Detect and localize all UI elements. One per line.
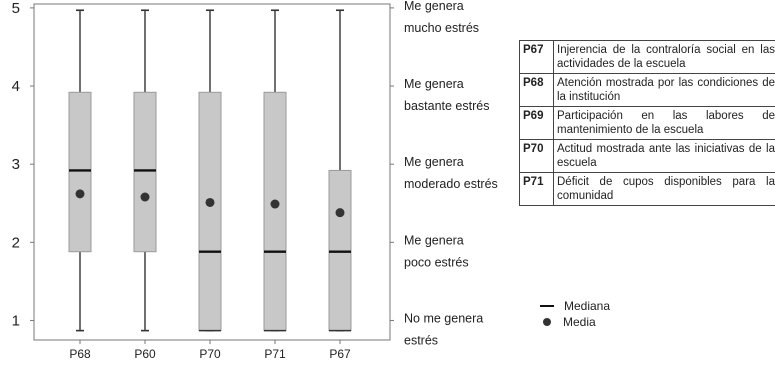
question-legend-table: P67 Injerencia de la contraloría social e… (519, 40, 775, 206)
box-P60 (133, 91, 157, 253)
scale-label: Me genera poco estrés (404, 233, 469, 269)
scale-label-line: No me genera (404, 311, 483, 325)
mean-dot-icon (543, 318, 551, 326)
legend-code: P71 (519, 172, 554, 206)
legend-code: P67 (519, 40, 554, 74)
legend-description: Atención mostrada por las condiciones de… (553, 73, 775, 107)
legend-description: Participación en las labores de mantenim… (553, 106, 775, 140)
x-tick-label: P60 (134, 347, 156, 361)
y-tick-label: 4 (12, 78, 20, 95)
legend-code: P68 (519, 73, 554, 107)
legend-description: Déficit de cupos disponibles para la com… (553, 172, 775, 206)
legend-description: Injerencia de la contraloría social en l… (553, 40, 775, 74)
x-tick-label: P71 (264, 347, 286, 361)
legend-median: Mediana (540, 298, 610, 314)
x-tick-label: P68 (69, 347, 91, 361)
scale-label-line: moderado estrés (404, 177, 498, 191)
legend-code: P70 (519, 139, 554, 173)
scale-label: Me genera bastante estrés (404, 77, 489, 113)
legend-table-row: P68 Atención mostrada por las condiciones… (519, 73, 775, 107)
legend-table-row: P71 Déficit de cupos disponibles para la … (519, 172, 775, 206)
box-P68 (68, 91, 92, 253)
scale-label-line: Me genera (404, 77, 464, 91)
scale-label: Me genera mucho estrés (404, 0, 479, 35)
legend-description: Actitud mostrada ante las iniciativas de… (553, 139, 775, 173)
y-tick-label: 3 (12, 156, 20, 173)
y-tick-label: 1 (12, 312, 20, 329)
scale-label-line: poco estrés (404, 255, 469, 269)
scale-label-line: estrés (404, 333, 438, 347)
y-tick-label: 2 (12, 234, 20, 251)
legend-mean: Media (540, 314, 610, 330)
scale-label-line: Me genera (404, 233, 464, 247)
legend-median-label: Mediana (564, 299, 611, 313)
mean-point (140, 192, 150, 202)
legend-table-row: P69 Participación en las labores de mante… (519, 106, 775, 140)
mean-point (270, 199, 280, 209)
scale-label: Me genera moderado estrés (404, 155, 498, 191)
mean-point (335, 208, 345, 218)
scale-label: No me genera estrés (404, 311, 483, 347)
median-line-icon (540, 305, 554, 307)
scale-label-line: Me genera (404, 155, 464, 169)
mean-point (75, 189, 85, 199)
marker-legend: Mediana Media (540, 298, 610, 330)
scale-label-line: mucho estrés (404, 21, 479, 35)
legend-table-row: P70 Actitud mostrada ante las iniciativas… (519, 139, 775, 173)
legend-table-row: P67 Injerencia de la contraloría social e… (519, 40, 775, 74)
x-tick-label: P70 (199, 347, 221, 361)
y-tick-label: 5 (12, 0, 20, 17)
plot-frame (33, 3, 391, 341)
x-tick-label: P67 (329, 347, 351, 361)
mean-point (205, 197, 215, 207)
legend-mean-label: Media (563, 315, 596, 329)
scale-label-line: bastante estrés (404, 99, 489, 113)
box-P71 (263, 91, 287, 332)
scale-label-line: Me genera (404, 0, 464, 13)
legend-code: P69 (519, 106, 554, 140)
box-P70 (198, 91, 222, 332)
